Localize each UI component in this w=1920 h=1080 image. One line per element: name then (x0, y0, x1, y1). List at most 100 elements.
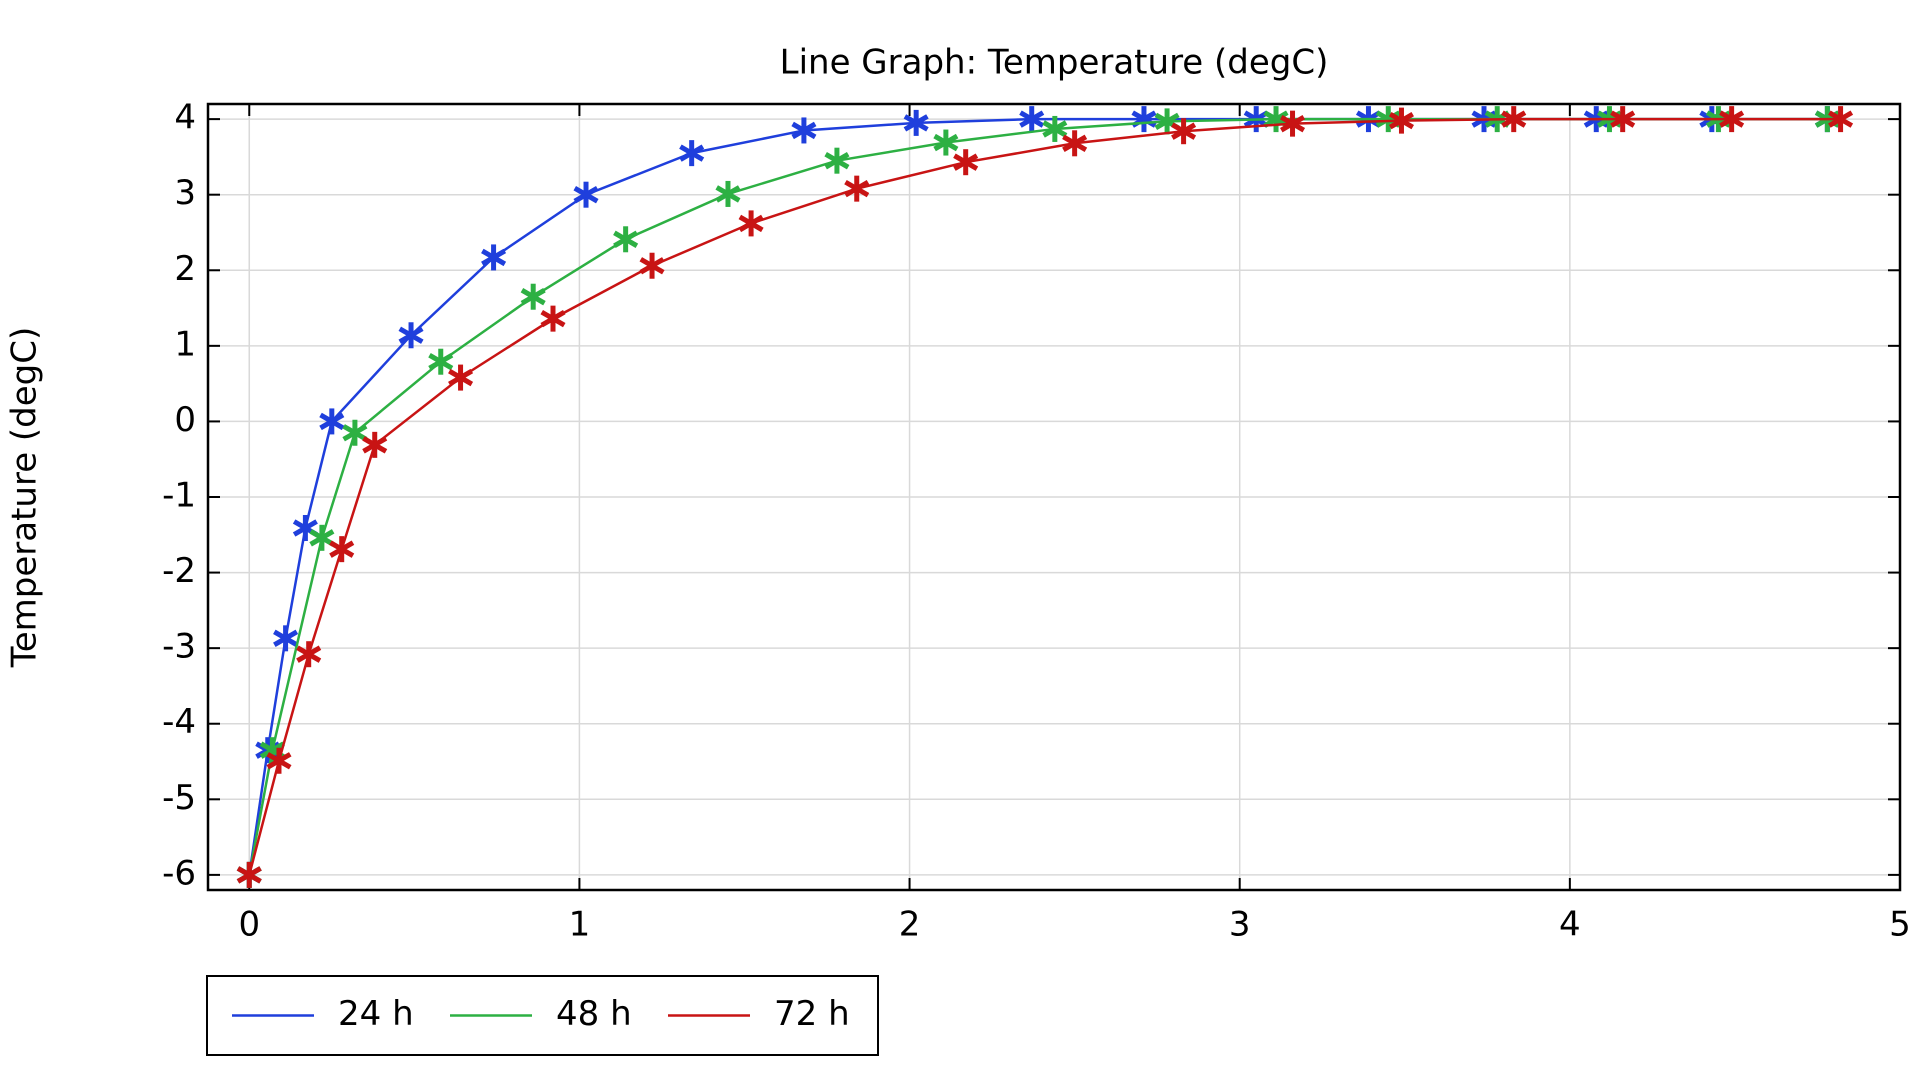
marker-arm (738, 214, 764, 233)
y-tick-label: 4 (174, 98, 196, 138)
data-marker (824, 147, 850, 174)
data-marker (362, 431, 388, 458)
marker-arm (824, 152, 850, 170)
marker-arm (791, 121, 817, 140)
data-marker (613, 226, 639, 253)
marker-arm (1828, 110, 1854, 128)
data-marker (573, 181, 599, 208)
marker-arm (1171, 122, 1197, 140)
data-marker (1171, 118, 1197, 145)
marker-arm (1154, 112, 1180, 131)
marker-arm (362, 436, 388, 454)
data-marker (329, 536, 355, 563)
data-marker (1719, 106, 1745, 133)
data-marker (844, 175, 870, 202)
data-marker (1042, 115, 1068, 142)
marker-arm (398, 326, 424, 344)
data-marker (1062, 130, 1088, 157)
data-marker (448, 364, 474, 391)
marker-arm (329, 540, 355, 558)
data-marker (1019, 106, 1045, 133)
data-marker (273, 625, 299, 652)
marker-arm (1610, 110, 1636, 128)
plot-frame (206, 102, 1902, 892)
data-marker (266, 747, 292, 774)
data-marker (236, 861, 262, 888)
data-marker (791, 117, 817, 144)
marker-arm (540, 309, 566, 328)
y-tick-label: -5 (162, 778, 196, 818)
x-tick-label: 4 (1559, 905, 1581, 945)
marker-arm (933, 133, 959, 152)
marker-arm (844, 179, 870, 198)
data-marker (639, 252, 665, 279)
data-marker (1501, 106, 1527, 133)
legend-label: 72 h (774, 994, 850, 1034)
marker-arm (613, 230, 639, 248)
data-marker (738, 210, 764, 237)
y-axis-label: Temperature (degC) (5, 327, 45, 669)
marker-arm (1019, 110, 1045, 128)
data-marker (1610, 106, 1636, 133)
marker-arm (481, 248, 507, 267)
data-marker (296, 641, 322, 668)
data-marker (319, 408, 345, 435)
marker-arm (1388, 111, 1414, 130)
data-marker (520, 283, 546, 310)
marker-arm (292, 519, 318, 537)
y-tick-label: 1 (174, 324, 196, 364)
x-tick-label: 1 (569, 905, 591, 945)
data-marker (679, 140, 705, 167)
data-marker (1280, 110, 1306, 137)
marker-arm (715, 185, 741, 203)
marker-arm (520, 288, 546, 306)
marker-arm (1501, 110, 1527, 128)
marker-arm (342, 424, 368, 442)
marker-arm (309, 529, 335, 547)
y-tick-label: -4 (162, 702, 196, 742)
data-marker (953, 149, 979, 176)
data-marker (933, 129, 959, 156)
y-tick-label: -2 (162, 551, 196, 591)
y-tick-label: 0 (174, 400, 196, 440)
marker-arm (259, 741, 285, 759)
data-marker (292, 514, 318, 541)
marker-arm (296, 645, 322, 663)
data-marker (481, 244, 507, 271)
marker-arm (573, 186, 599, 204)
marker-arm (266, 752, 292, 770)
marker-arm (953, 153, 979, 171)
x-tick-label: 2 (899, 905, 921, 945)
marker-arm (679, 144, 705, 162)
data-marker (715, 180, 741, 207)
chart-title: Line Graph: Temperature (degC) (780, 43, 1329, 83)
x-tick-label: 0 (238, 905, 260, 945)
marker-arm (1719, 110, 1745, 128)
marker-arm (903, 114, 929, 132)
data-marker (309, 524, 335, 551)
legend-label: 48 h (556, 994, 632, 1034)
marker-arm (1263, 110, 1289, 128)
y-tick-label: -3 (162, 627, 196, 667)
marker-arm (273, 629, 299, 647)
marker-arm (428, 353, 454, 371)
x-tick-label: 5 (1889, 905, 1911, 945)
marker-arm (1280, 114, 1306, 133)
y-tick-label: -1 (162, 476, 196, 516)
data-marker (342, 419, 368, 446)
legend-box (206, 975, 879, 1056)
marker-arm (639, 257, 665, 275)
legend-label: 24 h (338, 994, 414, 1034)
data-marker (903, 109, 929, 136)
y-tick-label: 3 (174, 173, 196, 213)
data-marker (428, 348, 454, 375)
marker-arm (319, 412, 345, 431)
marker-arm (448, 368, 474, 387)
y-tick-label: -6 (162, 853, 196, 893)
data-marker (398, 322, 424, 349)
y-tick-label: 2 (174, 249, 196, 289)
data-marker (540, 305, 566, 332)
marker-arm (1062, 134, 1088, 152)
x-tick-label: 3 (1229, 905, 1251, 945)
